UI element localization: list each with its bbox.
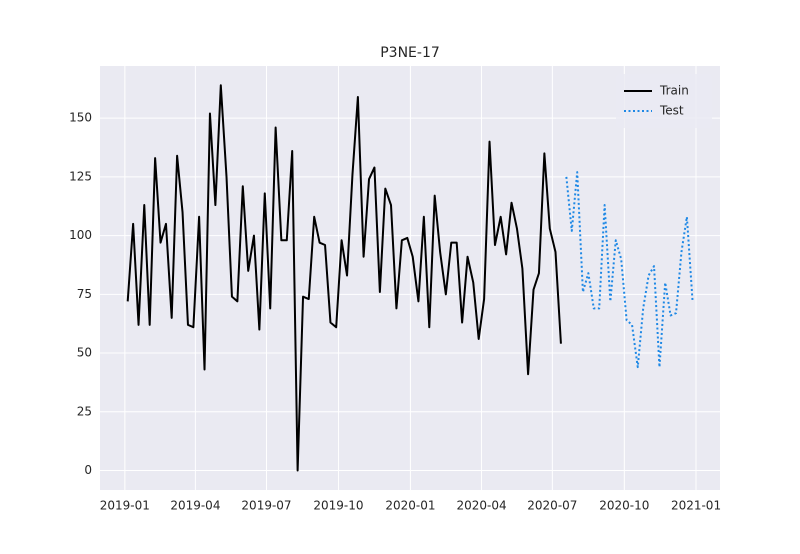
x-tick-label: 2021-01 [671,499,721,513]
x-tick-label: 2020-04 [456,499,506,513]
legend-label: Train [659,84,689,98]
chart-title: P3NE-17 [380,45,440,61]
x-tick-label: 2020-07 [527,499,577,513]
y-tick-label: 0 [84,463,92,477]
x-tick-label: 2019-10 [313,499,363,513]
y-tick-label: 100 [69,228,92,242]
legend-label: Test [659,104,684,118]
y-tick-label: 50 [77,346,92,360]
y-tick-label: 150 [69,111,92,125]
x-tick-label: 2020-10 [599,499,649,513]
x-tick-label: 2019-01 [100,499,150,513]
x-tick-label: 2020-01 [385,499,435,513]
y-tick-label: 125 [69,169,92,183]
y-tick-label: 75 [77,287,92,301]
x-tick-label: 2019-04 [170,499,220,513]
series-line [565,171,694,369]
x-tick-label: 2019-07 [241,499,291,513]
legend-box [616,74,712,128]
y-tick-label: 25 [77,404,92,418]
series-line [126,84,562,472]
